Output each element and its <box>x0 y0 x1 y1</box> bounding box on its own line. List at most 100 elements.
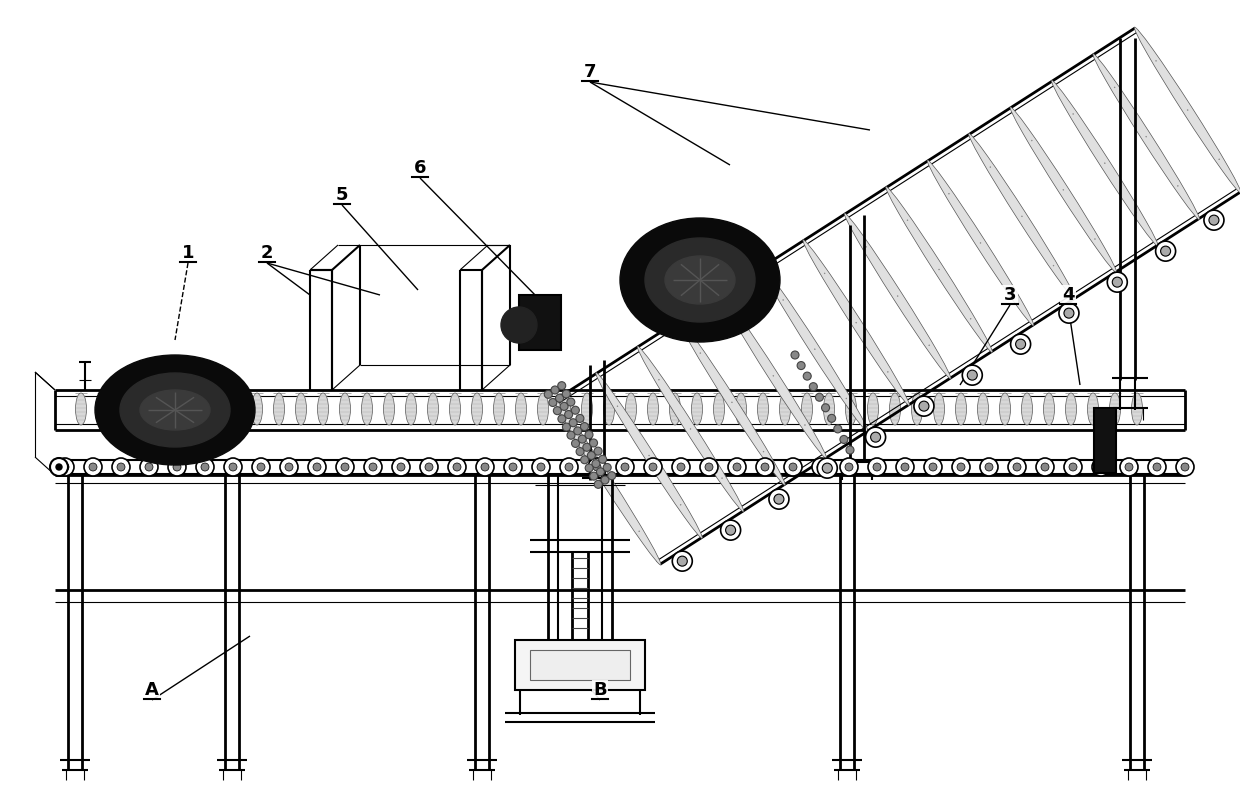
Circle shape <box>117 463 125 471</box>
Circle shape <box>901 463 909 471</box>
Ellipse shape <box>340 393 351 425</box>
Circle shape <box>1161 246 1171 256</box>
Circle shape <box>929 463 937 471</box>
Ellipse shape <box>823 393 835 425</box>
Circle shape <box>448 458 466 476</box>
Ellipse shape <box>494 393 505 425</box>
Bar <box>529 650 630 680</box>
Circle shape <box>56 458 74 476</box>
Circle shape <box>562 390 570 398</box>
Ellipse shape <box>1065 393 1076 425</box>
Circle shape <box>257 463 265 471</box>
Circle shape <box>1148 458 1166 476</box>
Ellipse shape <box>604 393 615 425</box>
Ellipse shape <box>758 393 769 425</box>
Ellipse shape <box>120 373 229 447</box>
Ellipse shape <box>252 393 263 425</box>
Ellipse shape <box>449 393 460 425</box>
Circle shape <box>560 458 578 476</box>
Circle shape <box>817 463 825 471</box>
Circle shape <box>822 404 830 412</box>
Ellipse shape <box>670 393 681 425</box>
Ellipse shape <box>317 393 329 425</box>
Circle shape <box>1097 463 1105 471</box>
Ellipse shape <box>844 213 951 379</box>
Ellipse shape <box>645 238 755 322</box>
Circle shape <box>1092 458 1110 476</box>
Ellipse shape <box>999 393 1011 425</box>
Circle shape <box>145 463 153 471</box>
Circle shape <box>578 435 587 443</box>
Circle shape <box>822 463 832 473</box>
Circle shape <box>174 463 181 471</box>
Ellipse shape <box>428 393 439 425</box>
Circle shape <box>365 458 382 476</box>
Ellipse shape <box>1087 393 1099 425</box>
Circle shape <box>569 419 577 427</box>
Circle shape <box>839 458 858 476</box>
Circle shape <box>720 520 740 540</box>
Circle shape <box>577 448 584 456</box>
Ellipse shape <box>186 393 196 425</box>
Circle shape <box>591 460 600 467</box>
Ellipse shape <box>911 393 923 425</box>
Ellipse shape <box>928 160 1034 326</box>
Circle shape <box>229 463 237 471</box>
Circle shape <box>816 394 823 401</box>
Circle shape <box>140 458 157 476</box>
Ellipse shape <box>164 393 175 425</box>
Ellipse shape <box>207 393 218 425</box>
Ellipse shape <box>720 293 827 459</box>
Circle shape <box>784 458 802 476</box>
Circle shape <box>1107 272 1127 292</box>
Bar <box>515 640 645 690</box>
Circle shape <box>616 458 634 476</box>
Circle shape <box>50 458 68 476</box>
Text: 7: 7 <box>584 63 596 81</box>
Ellipse shape <box>559 393 570 425</box>
Circle shape <box>866 427 885 447</box>
Circle shape <box>804 372 811 380</box>
Ellipse shape <box>647 393 658 425</box>
Circle shape <box>728 458 746 476</box>
Ellipse shape <box>76 393 87 425</box>
Circle shape <box>897 458 914 476</box>
Circle shape <box>1042 463 1049 471</box>
Circle shape <box>280 458 298 476</box>
Circle shape <box>285 463 293 471</box>
Circle shape <box>583 444 590 452</box>
Circle shape <box>544 390 552 398</box>
Circle shape <box>701 458 718 476</box>
Circle shape <box>725 525 735 535</box>
Circle shape <box>89 463 97 471</box>
Ellipse shape <box>98 393 109 425</box>
Ellipse shape <box>761 266 868 432</box>
Circle shape <box>537 463 546 471</box>
Circle shape <box>1064 458 1083 476</box>
Ellipse shape <box>665 256 735 304</box>
Circle shape <box>397 463 405 471</box>
Text: 5: 5 <box>336 186 348 204</box>
Circle shape <box>575 414 584 422</box>
Ellipse shape <box>405 393 417 425</box>
Ellipse shape <box>802 239 910 405</box>
Circle shape <box>565 463 573 471</box>
Circle shape <box>572 406 579 414</box>
Ellipse shape <box>625 393 636 425</box>
Circle shape <box>196 458 215 476</box>
Circle shape <box>553 407 562 415</box>
Ellipse shape <box>119 393 130 425</box>
Circle shape <box>1013 463 1021 471</box>
Ellipse shape <box>1131 393 1142 425</box>
Ellipse shape <box>801 393 812 425</box>
Ellipse shape <box>295 393 306 425</box>
Ellipse shape <box>582 393 593 425</box>
Circle shape <box>1156 241 1176 261</box>
Circle shape <box>425 463 433 471</box>
Circle shape <box>588 458 606 476</box>
Circle shape <box>677 463 684 471</box>
Circle shape <box>556 394 563 402</box>
Circle shape <box>967 370 977 380</box>
Ellipse shape <box>141 393 153 425</box>
Circle shape <box>481 463 489 471</box>
